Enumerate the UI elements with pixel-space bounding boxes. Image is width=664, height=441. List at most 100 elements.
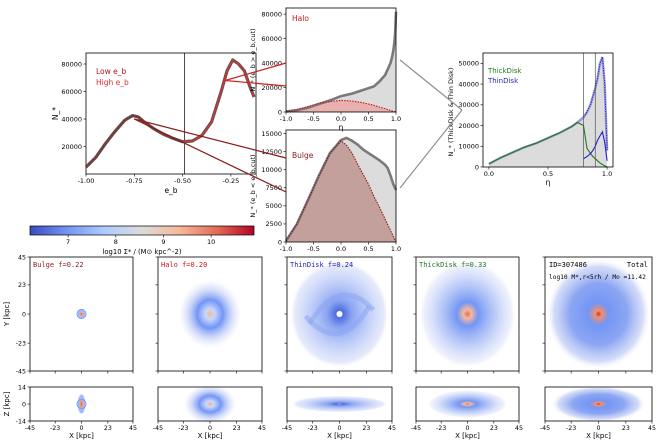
- bulge-x-tick-label: -1.0: [280, 245, 293, 253]
- colorbar-tick-label: 8: [114, 238, 118, 246]
- halo-edge-x-tick-label: 23: [233, 425, 241, 432]
- thickdisk-edge-x-tick-label: 45: [515, 425, 523, 432]
- face-y-tick-label: -23: [16, 340, 26, 347]
- bulge-edge-ring: [76, 399, 87, 409]
- bulge-x-tick-label: -0.5: [307, 245, 320, 253]
- eb-xlabel: e_b: [164, 186, 177, 195]
- thindisk-map-label: ThinDisk f=0.24: [290, 261, 353, 269]
- bulge-edge-x-tick-label: -45: [25, 425, 35, 432]
- thindisk-spiral-arm: [307, 292, 376, 326]
- bulge-y-tick-label: 5000: [265, 202, 282, 210]
- bulge-map-label: Bulge f=0.22: [33, 261, 84, 269]
- connector-low-to-bulge: [134, 118, 287, 159]
- thickdisk-edge-x-tick-label: 23: [490, 425, 498, 432]
- eb-y-tick-label: 80000: [61, 60, 82, 68]
- colorbar-tick-label: 10: [207, 238, 215, 246]
- bulge-edge-x-tick-label: -23: [50, 425, 60, 432]
- total-id-label: ID=307486: [549, 261, 587, 269]
- connector-high-to-halo: [224, 62, 287, 82]
- eb-panel-frame: [85, 52, 257, 175]
- thickdisk-map-label: ThickDisk f=0.33: [419, 261, 486, 269]
- colorbar: [29, 225, 255, 236]
- thickdisk-edge-x-tick-label: -23: [436, 425, 446, 432]
- bulge-edge-x-tick-label: 23: [104, 425, 112, 432]
- thickdisk-face-map: [418, 259, 517, 369]
- total-xlabel: X [kpc]: [586, 432, 611, 440]
- eb-ylabel: N_*: [51, 107, 60, 120]
- disk-xlabel: η: [546, 178, 551, 187]
- halo-component-curve: [285, 99, 397, 113]
- face-y-tick-label: 23: [18, 282, 26, 289]
- edge-y-tick-label: -14: [16, 418, 26, 425]
- connector-low-to-bulge-2: [134, 118, 287, 193]
- eb-high-curve: [182, 58, 255, 143]
- halo-y-tick-label: 60000: [261, 35, 282, 43]
- bulge-component-area: [286, 140, 396, 242]
- halo-x-tick-label: 0.5: [363, 115, 373, 123]
- thickdisk-edge-x-tick-label: -45: [411, 425, 421, 432]
- halo-edge-map: [182, 383, 238, 425]
- eb-y-tick-label: 40000: [61, 115, 82, 123]
- thickdisk-edge-x-tick-label: 0: [465, 425, 469, 432]
- halo-x-tick-label: 1.0: [391, 115, 401, 123]
- disk-y-tick-label: 0: [475, 163, 479, 171]
- colorbar-tick-label: 9: [161, 238, 165, 246]
- halo-y-tick-label: 40000: [261, 59, 282, 67]
- halo-x-tick-label: -1.0: [280, 115, 293, 123]
- halo-y-tick-label: 80000: [261, 10, 282, 18]
- eb-x-tick-label: -1.00: [78, 177, 95, 185]
- disk-y-tick-label: 20000: [458, 122, 479, 130]
- total-edge-x-tick-label: 23: [622, 425, 630, 432]
- thindisk-edge-x-tick-label: -23: [308, 425, 318, 432]
- halo-edge-x-tick-label: 45: [258, 425, 266, 432]
- bulge-edge-x-tick-label: 45: [129, 425, 137, 432]
- total-map-label: Total: [627, 261, 648, 269]
- eb-y-tick-label: 60000: [61, 88, 82, 96]
- thindisk-xlabel: X [kpc]: [327, 432, 352, 440]
- thickdisk-edge-map: [427, 389, 508, 419]
- face-y-tick-label: -45: [16, 368, 26, 375]
- bulge-label: Bulge: [292, 151, 314, 160]
- bulge-component-curve: [285, 140, 397, 243]
- total-mass-label: log10 M*,r<5rh / M⊙ =11.42: [549, 274, 646, 281]
- thindisk-edge-x-tick-label: -45: [282, 425, 292, 432]
- connector-halo-to-disk: [399, 59, 463, 111]
- halo-label: Halo: [292, 14, 309, 23]
- thindisk-edge-x-tick-label: 23: [362, 425, 370, 432]
- bulge-x-tick-label: 0.0: [336, 245, 346, 253]
- halo-total-curve: [285, 11, 398, 113]
- total-face-map: [546, 258, 651, 370]
- halo-x-tick-label: 0.0: [336, 115, 346, 123]
- halo-edge-x-tick-label: 0: [208, 425, 212, 432]
- halo-edge-x-tick-label: -45: [153, 425, 163, 432]
- disk-y-tick-label: 10000: [458, 143, 479, 151]
- bulge-y-tick-label: 15000: [261, 130, 282, 138]
- colorbar-label: log10 Σ* / (M⊙ kpc^-2): [103, 248, 182, 256]
- bulge-edge-map: [77, 393, 86, 415]
- bulge-face-ring: [76, 309, 87, 319]
- halo-xlabel: X [kpc]: [198, 432, 223, 440]
- bulge-edge-x-tick-label: 0: [79, 425, 83, 432]
- eb-x-tick-label: -0.50: [174, 177, 191, 185]
- eb-legend-low: Low e_b: [96, 67, 127, 76]
- total-edge-map: [551, 386, 646, 422]
- halo-ylabel: N_* (e_b > e_b,cut): [249, 28, 257, 91]
- bulge-y-tick-label: 12500: [261, 148, 282, 156]
- disk-legend-thin: ThinDisk: [487, 77, 519, 85]
- face-ylabel: Y [kpc]: [3, 302, 11, 328]
- bulge-face-map: [77, 309, 86, 319]
- halo-x-tick-label: -0.5: [307, 115, 320, 123]
- face-y-tick-label: 0: [22, 311, 26, 318]
- face-y-tick-label: 45: [18, 254, 26, 261]
- disk-thin-curve: [583, 130, 608, 161]
- bulge-ylabel: N_* (e_b < e_b,cut): [249, 154, 257, 217]
- connector-high-to-halo-2: [225, 79, 287, 87]
- total-edge-x-tick-label: 0: [596, 425, 600, 432]
- colorbar-tick-label: 7: [66, 238, 70, 246]
- bulge-y-tick-label: 2500: [265, 220, 282, 228]
- total-edge-x-tick-label: -23: [566, 425, 576, 432]
- disk-total-area: [488, 57, 608, 167]
- bulge-x-tick-label: 0.5: [363, 245, 373, 253]
- thindisk-spiral-arm: [303, 304, 372, 337]
